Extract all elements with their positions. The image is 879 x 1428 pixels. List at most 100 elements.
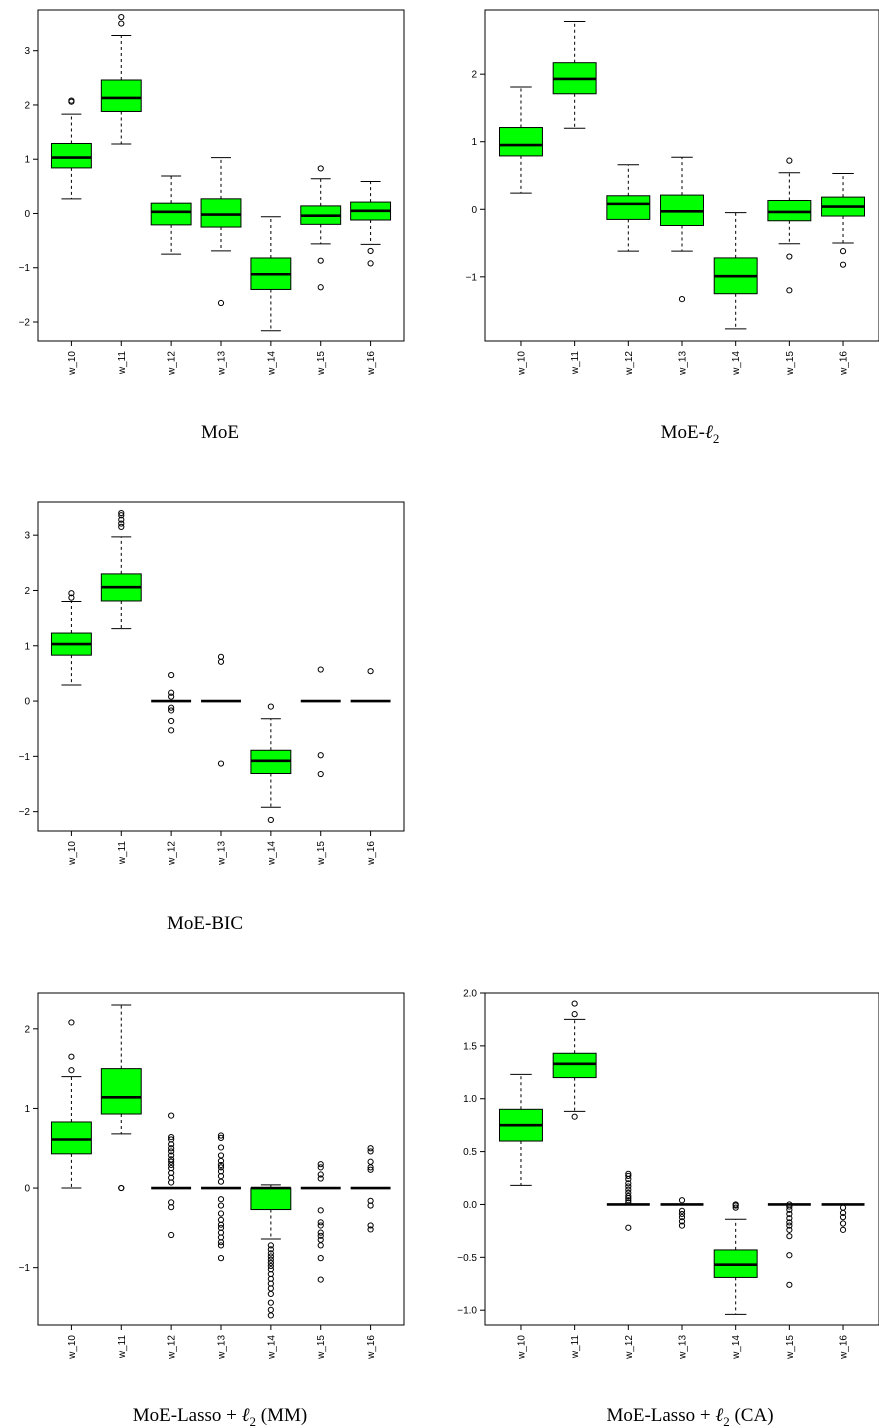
box-iqr [552,1052,597,1079]
box-w_11 [100,13,142,145]
outlier-point [732,1204,739,1211]
panel-caption: MoE-Lasso + ℓ2​ (CA) [606,1405,773,1428]
y-tick-label: 1 [471,137,477,148]
x-tick-label: w_16 [839,1335,850,1360]
y-tick-label: 1 [24,1104,30,1115]
outlier-point [217,1134,225,1142]
outlier-point [625,1199,632,1206]
box-w_14 [250,216,292,332]
x-tick-label: w_15 [785,351,796,376]
outlier-point [267,703,274,710]
x-tick-label: w_15 [316,841,327,866]
outlier-point [168,727,175,734]
outlier-point [786,287,793,294]
box-iqr [50,142,92,169]
outlier-point [217,1255,225,1262]
box-w_15 [767,157,812,294]
box-w_14 [250,703,292,824]
box-iqr [498,127,543,157]
outlier-point [217,1157,225,1165]
y-tick-label: −1 [19,752,31,763]
outlier-point [68,1067,75,1074]
outlier-point [678,1218,686,1225]
outlier-point [625,1186,632,1193]
outlier-point [68,1019,75,1026]
x-tick-label: w_10 [67,841,78,866]
box-w_16 [350,1145,391,1233]
y-tick-label: 0 [24,1184,30,1195]
outlier-point [367,1202,374,1209]
outlier-point [267,1290,274,1298]
panel-caption: MoE-ℓ2​ [661,422,720,446]
y-tick-label: −1 [466,272,478,283]
y-tick-label: 1 [24,155,30,166]
x-tick-label: w_16 [366,1335,377,1360]
panel-caption: MoE-BIC [167,913,243,934]
box-iqr [250,1187,292,1211]
box-w_10 [50,590,92,686]
boxplot-panel-5: −1.0−0.50.00.51.01.52.0w_10 w_11 w_12 w_13 w… [457,989,879,1428]
outlier-point [168,1152,175,1159]
box-w_13 [660,156,704,303]
outlier-point [625,1172,632,1180]
outlier-point [732,1202,739,1209]
outlier-point [168,1112,175,1119]
outlier-point [317,1161,324,1168]
box-iqr [606,195,651,220]
box-iqr [767,199,812,222]
y-tick-label: 2.0 [463,989,477,1000]
box-w_12 [606,164,651,252]
outlier-point [217,1202,225,1209]
outlier-point [367,1145,374,1152]
outlier-point [217,653,225,660]
outlier-point [267,1246,274,1253]
outlier-point [786,1203,793,1210]
outlier-point [267,1312,274,1319]
outlier-point [267,1242,274,1249]
outlier-point [625,1192,632,1200]
x-tick-label: w_10 [67,351,78,376]
outlier-point [168,704,175,711]
outlier-point [168,1231,175,1239]
boxplot-panel-3: −2 −1 0 1 2 3 w_10 w_11 w_12 w_13 w_14 w_15 w_16 MoE-… [19,501,405,934]
outlier-point [118,13,125,21]
outlier-point [118,520,125,527]
outlier-point [217,1144,225,1151]
outlier-point [118,516,125,523]
outlier-point [217,1221,225,1228]
outlier-point [267,1253,274,1260]
outlier-point [217,1178,225,1185]
outlier-point [317,666,324,673]
outlier-point [68,590,75,597]
box-w_13 [660,1197,704,1229]
box-w_11 [100,1004,142,1192]
plot-frame [37,992,405,1326]
x-tick-label: w_12 [167,351,178,376]
box-w_15 [300,666,341,778]
plot-frame [484,992,879,1326]
outlier-point [217,1242,225,1249]
x-tick-label: w_12 [167,841,178,866]
box-w_14 [713,212,758,330]
outlier-point [168,671,175,679]
outlier-point [317,1229,324,1236]
outlier-point [839,1214,847,1221]
x-tick-label: w_13 [217,841,228,866]
x-tick-label: w_15 [316,351,327,376]
y-tick-label: −2 [19,807,31,818]
y-axis: −1 0 1 2 [19,1024,38,1274]
panel-caption: MoE [201,422,239,443]
box-w_10 [50,97,92,200]
box-w_13 [201,653,241,767]
outlier-point [118,523,125,530]
outlier-point [267,1262,274,1270]
x-tick-label: w_16 [839,351,850,376]
outlier-point [678,1207,686,1214]
outlier-point [168,717,175,725]
x-tick-label: w_11 [117,1335,128,1360]
outlier-point [267,1306,274,1313]
x-axis: w_10 w_11 w_12 w_13 w_14 w_15 w_16 [67,1325,377,1360]
outlier-point [168,1145,175,1152]
outlier-point [839,1220,847,1227]
box-iqr [200,198,242,228]
